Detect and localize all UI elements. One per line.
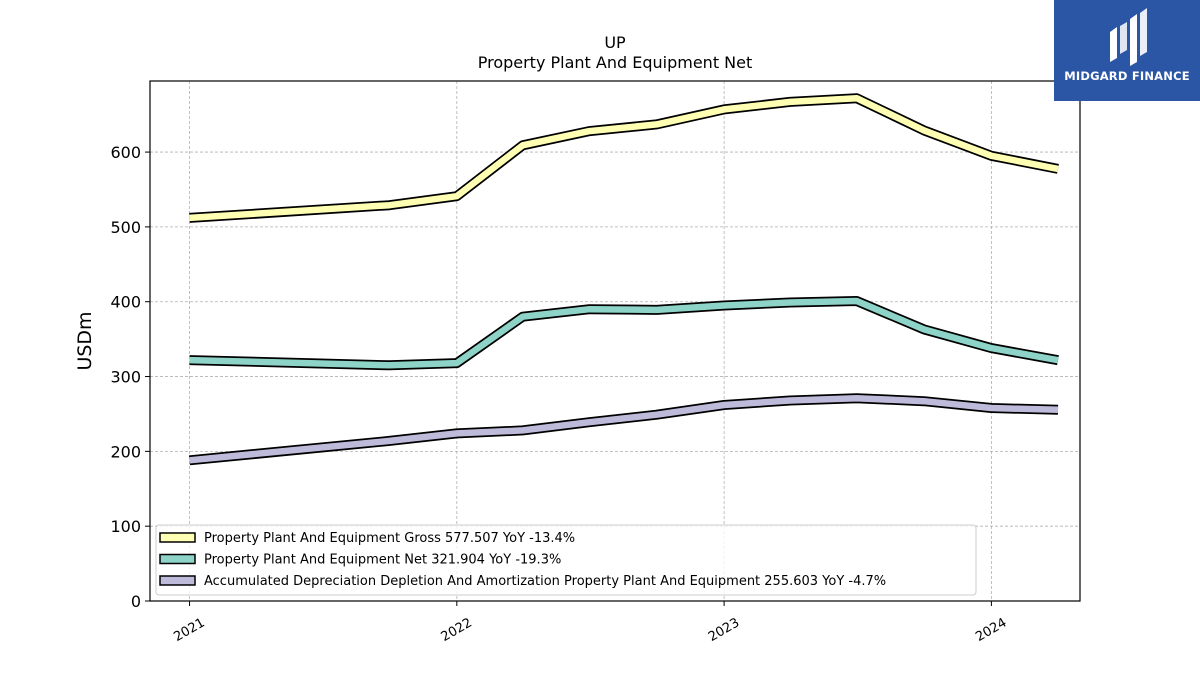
plot-frame [149, 80, 1081, 602]
x-axis: 2021 2022 2023 2024 [171, 601, 1009, 645]
y-tick-label: 100 [110, 517, 141, 536]
legend: Property Plant And Equipment Gross 577.5… [155, 524, 977, 596]
series-line [189, 94, 1059, 222]
legend-label: Property Plant And Equipment Net 321.904… [204, 553, 561, 568]
x-tick-label: 2021 [171, 615, 207, 645]
series-line [189, 297, 1059, 369]
series-layer [189, 93, 1059, 466]
chart-subtitle: Property Plant And Equipment Net [478, 53, 753, 72]
chart-title: UP [604, 33, 626, 52]
y-axis-label: USDm [74, 311, 96, 370]
y-tick-label: 0 [131, 592, 141, 611]
y-tick-label: 200 [110, 442, 141, 461]
y-tick-label: 500 [110, 218, 141, 237]
series-line-outline [189, 93, 1059, 223]
y-tick-label: 400 [110, 293, 141, 312]
legend-label: Accumulated Depreciation Depletion And A… [204, 574, 886, 589]
legend-swatch [159, 553, 196, 565]
legend-swatch [159, 532, 196, 543]
y-tick-label: 600 [110, 143, 141, 162]
y-axis: 0 100 200 300 400 500 600 [110, 143, 150, 611]
x-tick-label: 2023 [706, 615, 742, 645]
chart-title-group: UP Property Plant And Equipment Net [478, 33, 753, 72]
legend-box [155, 524, 977, 596]
logo-text: MIDGARD FINANCE [1064, 69, 1190, 83]
series-line [189, 394, 1059, 464]
logo-mark-icon [1110, 8, 1147, 66]
grid-lines [150, 81, 1080, 602]
midgard-finance-logo: MIDGARD FINANCE [1054, 0, 1200, 101]
y-tick-label: 300 [110, 368, 141, 387]
x-tick-label: 2022 [439, 615, 475, 645]
legend-label: Property Plant And Equipment Gross 577.5… [204, 531, 575, 546]
legend-swatch [159, 575, 196, 586]
x-tick-label: 2024 [973, 615, 1009, 645]
